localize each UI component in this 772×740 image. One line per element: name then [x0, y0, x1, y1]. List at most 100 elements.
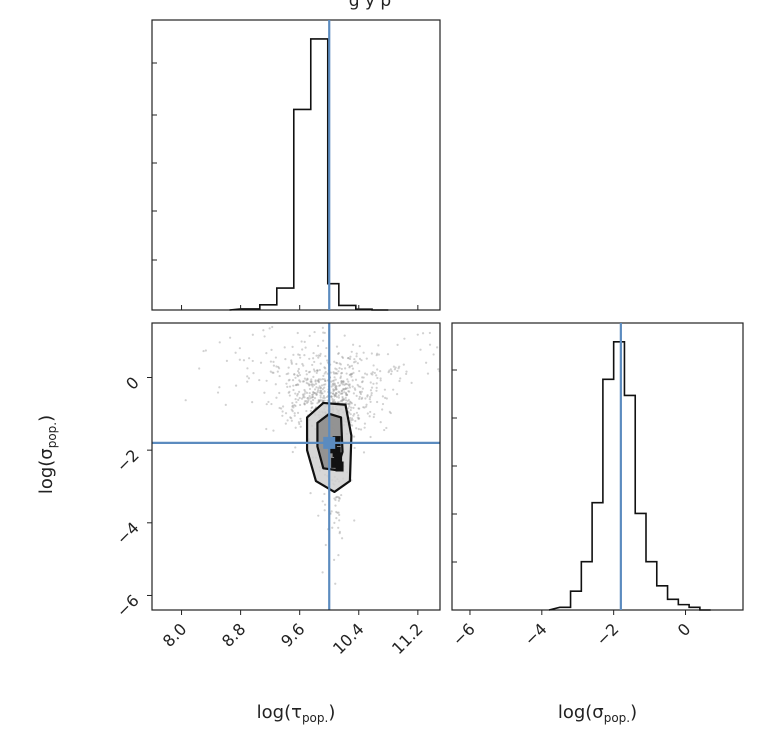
sample-point — [280, 407, 283, 410]
sample-point — [301, 348, 304, 351]
sample-point — [305, 373, 308, 376]
sample-point — [340, 380, 343, 383]
sample-point — [337, 394, 340, 397]
sample-point — [333, 383, 336, 386]
sample-point — [317, 381, 321, 384]
sample-point — [345, 372, 348, 375]
sample-point — [368, 398, 371, 401]
sample-point — [361, 396, 364, 399]
sample-point — [358, 345, 361, 348]
sample-point — [270, 402, 273, 406]
sample-point — [296, 383, 299, 386]
sample-point — [321, 399, 324, 402]
sample-point — [309, 400, 313, 403]
sample-point — [317, 386, 320, 390]
sample-point — [319, 386, 322, 390]
sample-point — [284, 422, 287, 425]
sample-point — [335, 392, 338, 395]
sample-point — [306, 378, 309, 381]
sample-point — [287, 391, 290, 394]
sample-point — [376, 376, 379, 380]
sample-point — [368, 415, 371, 418]
sample-point — [349, 413, 352, 416]
sample-point — [348, 384, 351, 387]
sample-point — [234, 351, 237, 354]
sample-point — [351, 424, 354, 427]
sample-point — [359, 385, 362, 388]
sample-point — [336, 372, 339, 375]
sample-point — [340, 371, 344, 375]
sample-point — [296, 411, 300, 414]
sample-point — [357, 417, 361, 420]
sample-point — [371, 317, 373, 319]
sample-point — [313, 360, 316, 364]
sample-point — [317, 400, 320, 403]
sample-point — [310, 406, 313, 410]
sample-point — [305, 409, 308, 413]
sample-point — [332, 382, 335, 385]
sample-point — [310, 402, 313, 405]
sample-point — [323, 331, 326, 335]
sample-point — [291, 405, 294, 408]
sample-point — [311, 393, 315, 396]
sample-point — [335, 361, 338, 364]
sample-point — [270, 348, 273, 351]
sample-point — [297, 398, 300, 401]
sample-point — [335, 385, 338, 388]
sample-point — [399, 377, 402, 380]
sample-point — [363, 422, 367, 425]
sample-point — [315, 392, 318, 395]
sample-point — [305, 369, 308, 373]
sample-point — [370, 386, 374, 389]
sample-point — [312, 390, 315, 394]
sample-point — [351, 379, 354, 382]
sample-point — [286, 385, 289, 388]
sample-point — [265, 403, 268, 406]
sample-point — [342, 380, 345, 383]
sample-point — [317, 389, 320, 392]
sample-point — [329, 391, 332, 394]
sample-point — [267, 400, 270, 404]
sample-point — [274, 356, 277, 359]
sample-point — [364, 397, 367, 400]
sample-point — [341, 398, 344, 402]
sample-point — [305, 391, 309, 394]
sample-point — [324, 543, 327, 547]
sample-point — [338, 519, 341, 522]
sample-point — [339, 399, 343, 403]
sample-point — [272, 371, 275, 374]
y-tick-label: 0 — [122, 373, 143, 394]
sample-point — [353, 446, 356, 450]
sample-point — [344, 399, 348, 402]
sample-point — [291, 401, 294, 405]
sample-point — [360, 381, 364, 384]
sample-point — [365, 357, 368, 360]
sample-point — [307, 398, 310, 402]
sample-point — [338, 391, 341, 394]
sample-point — [338, 532, 341, 535]
sample-point — [334, 496, 338, 499]
sample-point — [339, 375, 343, 378]
sample-point — [335, 495, 339, 499]
sample-point — [271, 325, 274, 329]
sample-point — [353, 519, 356, 522]
sample-point — [343, 383, 346, 386]
sample-point — [344, 391, 348, 395]
sample-point — [296, 394, 299, 397]
sample-point — [252, 372, 255, 375]
sample-point — [381, 402, 385, 406]
sample-point — [313, 383, 316, 387]
sample-point — [403, 337, 406, 340]
sample-point — [379, 377, 382, 380]
sample-point — [362, 451, 366, 454]
sample-point — [355, 394, 358, 397]
sample-point — [369, 389, 373, 392]
sample-point — [337, 496, 340, 499]
sample-point — [283, 346, 286, 349]
sample-point — [344, 387, 347, 390]
sample-point — [358, 395, 361, 399]
sample-point — [295, 362, 298, 366]
sample-point — [358, 357, 362, 360]
sample-point — [305, 379, 308, 382]
sample-point — [344, 382, 347, 385]
